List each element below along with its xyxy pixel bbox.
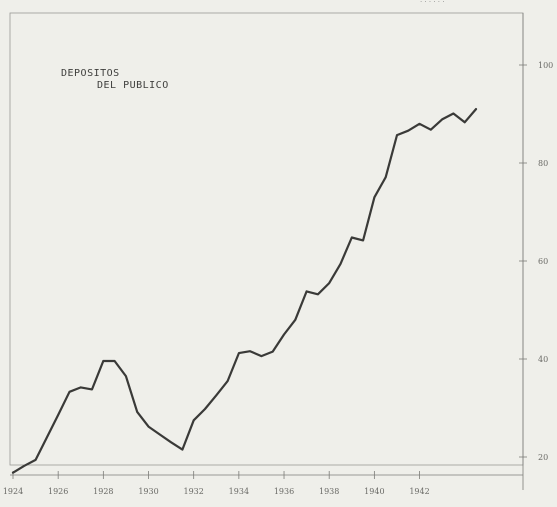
plot-border <box>9 12 524 466</box>
chart-title: DEPOSITOS DEL PUBLICO <box>61 68 169 91</box>
x-tick-label: 1940 <box>364 487 384 496</box>
chart-title-line-1: DEPOSITOS <box>61 68 120 79</box>
y-tick-label: 60 <box>538 257 548 266</box>
y-axis-ticks: 20 40 60 80 100 <box>519 61 553 462</box>
x-tick-label: 1942 <box>409 487 429 496</box>
y-tick-label: 80 <box>538 159 548 168</box>
chart-title-line-2: DEL PUBLICO <box>97 80 169 91</box>
x-tick-label: 1926 <box>48 487 68 496</box>
y-tick-label: 100 <box>538 61 553 70</box>
x-tick-label: 1936 <box>274 487 294 496</box>
x-tick-label: 1932 <box>184 487 204 496</box>
series-layer <box>11 108 478 474</box>
x-tick-label: 1928 <box>93 487 113 496</box>
x-axis-ticks: 1924 1926 1928 1930 1932 1934 1936 1938 1940 1942 <box>3 471 430 496</box>
x-tick-label: 1930 <box>138 487 158 496</box>
y-tick-label: 20 <box>538 453 548 462</box>
x-tick-label: 1924 <box>3 487 23 496</box>
series-line-depositos <box>11 108 478 474</box>
plot-frame <box>9 12 524 490</box>
y-tick-label: 40 <box>538 355 548 364</box>
x-tick-label: 1934 <box>229 487 249 496</box>
corner-fragment: · · · · · · <box>420 0 444 6</box>
x-tick-label: 1938 <box>319 487 339 496</box>
